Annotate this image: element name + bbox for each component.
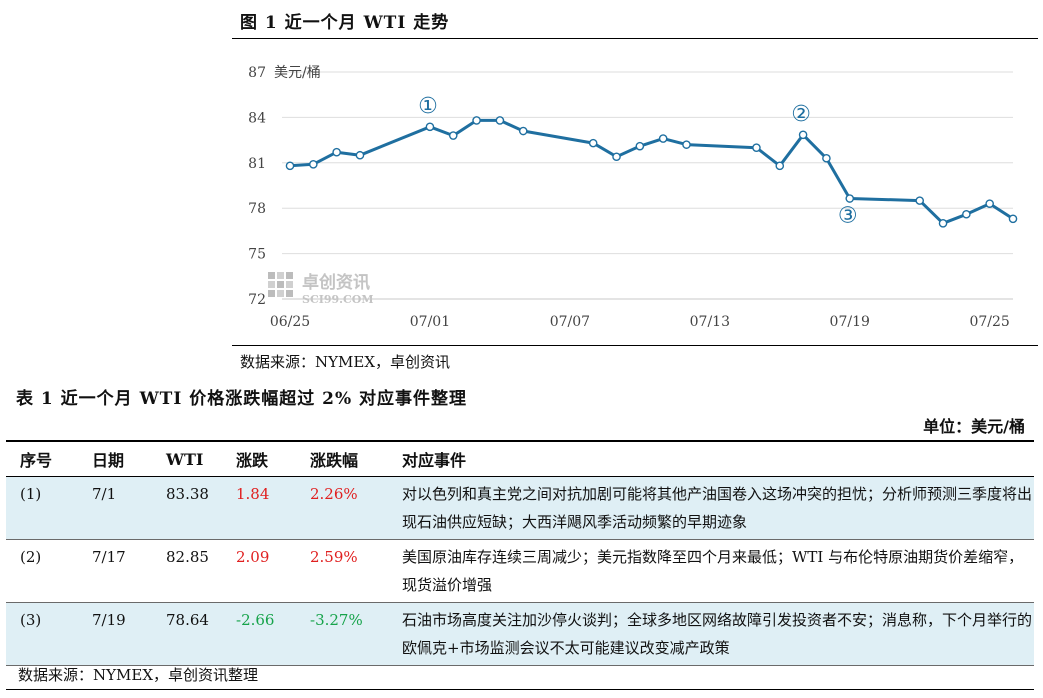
table-title: 表 1 近一个月 WTI 价格涨跌幅超过 2% 对应事件整理 — [16, 389, 468, 409]
header-event: 对应事件 — [388, 440, 1034, 477]
data-point — [915, 196, 925, 205]
table-row: (1) 7/1 83.38 1.84 2.26% 对以色列和真主党之间对抗加剧可… — [6, 476, 1034, 540]
cell-wti: 78.64 — [152, 602, 222, 666]
data-point — [822, 153, 831, 163]
cell-change-pct: 2.26% — [296, 476, 388, 540]
table-row: (2) 7/17 82.85 2.09 2.59% 美国原油库存连续三周减少；美… — [6, 539, 1034, 603]
data-point — [612, 152, 621, 162]
cell-event: 对以色列和真主党之间对抗加剧可能将其他产油国卷入这场冲突的担忧；分析师预测三季度… — [388, 476, 1034, 540]
header-wti: WTI — [152, 440, 222, 477]
data-point — [355, 150, 365, 160]
events-table: 序号 日期 WTI 涨跌 涨跌幅 对应事件 (1) 7/1 83.38 1.84… — [6, 440, 1034, 666]
x-tick-label: 07/25 — [969, 314, 1009, 330]
data-point — [938, 219, 948, 228]
watermark-logo-cell — [268, 281, 275, 288]
y-tick-label: 78 — [248, 201, 266, 217]
x-axis: 06/25 07/01 07/07 07/13 07/19 07/25 — [270, 314, 1010, 330]
data-point — [1008, 214, 1018, 224]
y-axis: 72 75 78 81 84 87 美元/桶 — [248, 65, 321, 308]
event-annotation: ② — [791, 102, 811, 127]
watermark-logo-cell — [268, 272, 275, 279]
y-axis-label: 美元/桶 — [274, 65, 321, 81]
data-point — [425, 122, 435, 132]
table-source: 数据来源：NYMEX，卓创资讯整理 — [18, 666, 259, 684]
cell-no: (3) — [6, 602, 68, 666]
data-point — [798, 130, 808, 140]
cell-event: 美国原油库存连续三周减少；美元指数降至四个月来最低；WTI 与布伦特原油期货价差… — [388, 539, 1034, 603]
grid-lines — [282, 71, 1013, 300]
data-point — [448, 131, 458, 140]
data-point — [495, 116, 505, 125]
data-point — [962, 209, 971, 219]
x-tick-label: 07/19 — [830, 314, 870, 330]
data-point — [845, 194, 855, 203]
watermark-logo-cell — [277, 290, 284, 297]
cell-wti: 82.85 — [152, 539, 222, 603]
cell-no: (1) — [6, 476, 68, 540]
cell-date: 7/1 — [68, 476, 152, 540]
annotations: ① ② ③ — [418, 94, 858, 229]
event-annotation: ③ — [838, 204, 858, 229]
table-header-row: 序号 日期 WTI 涨跌 涨跌幅 对应事件 — [6, 440, 1034, 477]
header-date: 日期 — [68, 440, 152, 477]
watermark-logo-cell — [286, 290, 293, 297]
x-tick-label: 07/01 — [410, 314, 450, 330]
header-change: 涨跌 — [222, 440, 296, 477]
cell-date: 7/19 — [68, 602, 152, 666]
table-bottom-rule — [6, 689, 1034, 690]
data-point — [332, 147, 341, 157]
data-point — [985, 199, 994, 208]
watermark-logo-cell — [277, 272, 284, 279]
table-unit: 单位：美元/桶 — [923, 417, 1025, 436]
y-tick-label: 72 — [248, 292, 266, 308]
data-points — [285, 116, 1018, 228]
header-change-pct: 涨跌幅 — [296, 440, 388, 477]
watermark-logo-cell — [277, 281, 284, 288]
y-tick-label: 84 — [248, 110, 266, 126]
cell-no: (2) — [6, 539, 68, 603]
data-point — [472, 116, 481, 125]
y-tick-label: 75 — [248, 247, 266, 263]
data-point — [635, 141, 645, 151]
header-no: 序号 — [6, 440, 68, 477]
data-point — [658, 134, 668, 143]
data-point — [309, 160, 318, 169]
x-tick-label: 07/07 — [550, 314, 590, 330]
watermark-logo-cell — [268, 290, 275, 297]
cell-wti: 83.38 — [152, 476, 222, 540]
data-point — [775, 161, 785, 171]
figure-source: 数据来源：NYMEX，卓创资讯 — [240, 353, 451, 371]
watermark-logo-cell — [286, 281, 293, 288]
figure-top-rule — [232, 38, 1038, 39]
cell-change-pct: 2.59% — [296, 539, 388, 603]
data-point — [285, 161, 295, 171]
event-annotation: ① — [418, 94, 438, 119]
y-tick-label: 87 — [248, 65, 266, 81]
watermark-name: 卓创资讯 — [302, 272, 370, 293]
data-point — [752, 143, 761, 152]
cell-event: 石油市场高度关注加沙停火谈判；全球多地区网络故障引发投资者不安；消息称，下个月举… — [388, 602, 1034, 666]
data-point — [588, 138, 598, 148]
wti-series-line — [289, 118, 1014, 225]
cell-change: -2.66 — [222, 602, 296, 666]
cell-change: 2.09 — [222, 539, 296, 603]
data-point — [518, 126, 528, 136]
y-tick-label: 81 — [248, 156, 266, 172]
x-tick-label: 07/13 — [690, 314, 730, 330]
table-row: (3) 7/19 78.64 -2.66 -3.27% 石油市场高度关注加沙停火… — [6, 602, 1034, 666]
cell-change: 1.84 — [222, 476, 296, 540]
figure-title: 图 1 近一个月 WTI 走势 — [240, 13, 450, 33]
series-line — [289, 118, 1014, 225]
x-tick-label: 06/25 — [270, 314, 310, 330]
cell-change-pct: -3.27% — [296, 602, 388, 666]
cell-date: 7/17 — [68, 539, 152, 603]
watermark-logo-cell — [286, 272, 293, 279]
figure-bottom-rule — [232, 345, 1038, 346]
data-point — [682, 140, 691, 149]
